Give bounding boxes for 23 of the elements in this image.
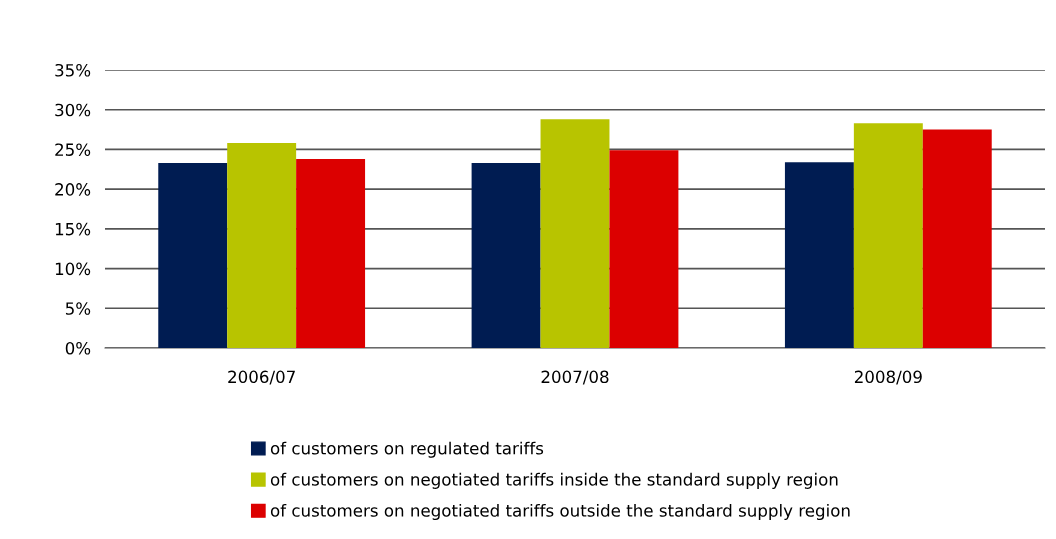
x-tick-label: 2008/09 — [854, 370, 922, 385]
bar — [158, 162, 228, 348]
y-tick-label: 35% — [55, 63, 91, 77]
y-tick-label: 0% — [65, 341, 91, 355]
y-tick-label: 25% — [55, 143, 91, 156]
y-tick-label: 5% — [65, 302, 91, 315]
bar — [922, 129, 992, 348]
bar — [609, 150, 679, 348]
bar — [540, 119, 610, 348]
legend-label: of customers on negotiated tariffs outside the standard supply region — [270, 503, 850, 521]
y-tick-label: 15% — [55, 222, 91, 236]
bar — [784, 162, 854, 348]
bar — [296, 158, 366, 348]
legend-label: of customers on regulated tariffs — [270, 441, 544, 458]
y-tick-label: 20% — [55, 183, 91, 196]
bar — [853, 123, 923, 348]
x-tick-label: 2007/08 — [541, 370, 609, 385]
y-tick-label: 10% — [55, 262, 91, 276]
bar — [471, 162, 541, 348]
x-tick-label: 2006/07 — [228, 370, 295, 385]
y-tick-label: 30% — [55, 103, 91, 117]
bar — [227, 143, 297, 348]
legend-label: of customers on negotiated tariffs inside the standard supply region — [270, 472, 838, 489]
